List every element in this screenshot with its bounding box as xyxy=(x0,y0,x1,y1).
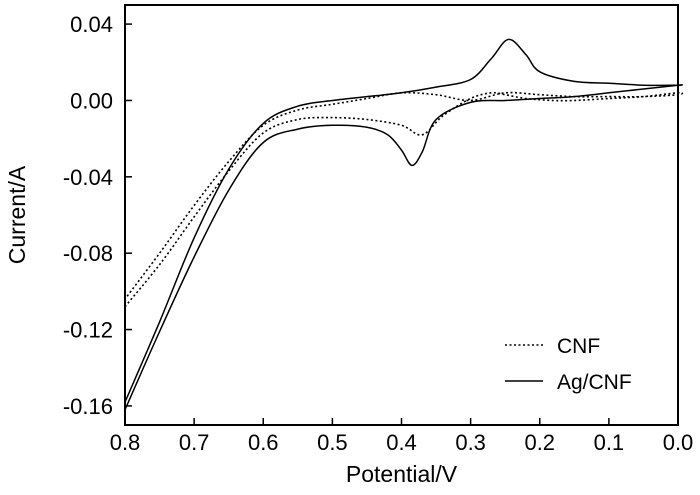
x-tick-label: 0.1 xyxy=(594,430,625,455)
plot-area: 0.8 0.7 0.6 0.5 0.4 0.3 0.2 0.1 0.0 0.04 0.00 -0.0… xyxy=(63,4,694,455)
y-axis-title: Current/A xyxy=(4,165,30,264)
x-tick-label: 0.7 xyxy=(179,430,210,455)
x-tick-label: 0.8 xyxy=(110,430,141,455)
y-axis-ticks: 0.04 0.00 -0.04 -0.08 -0.12 -0.16 xyxy=(63,12,132,419)
x-tick-label: 0.2 xyxy=(524,430,555,455)
x-tick-label: 0.6 xyxy=(248,430,279,455)
series-line-cnf xyxy=(124,91,684,308)
legend-label-cnf: CNF xyxy=(557,335,600,358)
plot-frame xyxy=(124,4,679,426)
y-tick-label: -0.04 xyxy=(63,165,113,190)
y-tick-label: -0.16 xyxy=(63,394,113,419)
curves xyxy=(124,38,684,411)
y-tick-label: 0.04 xyxy=(70,12,113,37)
x-axis-title: Potential/V xyxy=(346,461,458,487)
y-tick-label: 0.00 xyxy=(70,88,113,113)
y-tick-label: -0.12 xyxy=(63,318,113,343)
x-tick-label: 0.0 xyxy=(663,430,694,455)
series-line-ag-cnf xyxy=(124,38,684,411)
y-tick-label: -0.08 xyxy=(63,241,113,266)
x-tick-label: 0.5 xyxy=(317,430,348,455)
legend: CNF Ag/CNF xyxy=(505,335,632,394)
legend-label-ag-cnf: Ag/CNF xyxy=(557,371,632,394)
x-axis-ticks: 0.8 0.7 0.6 0.5 0.4 0.3 0.2 0.1 0.0 xyxy=(110,418,694,455)
x-tick-label: 0.4 xyxy=(386,430,417,455)
x-tick-label: 0.3 xyxy=(455,430,486,455)
